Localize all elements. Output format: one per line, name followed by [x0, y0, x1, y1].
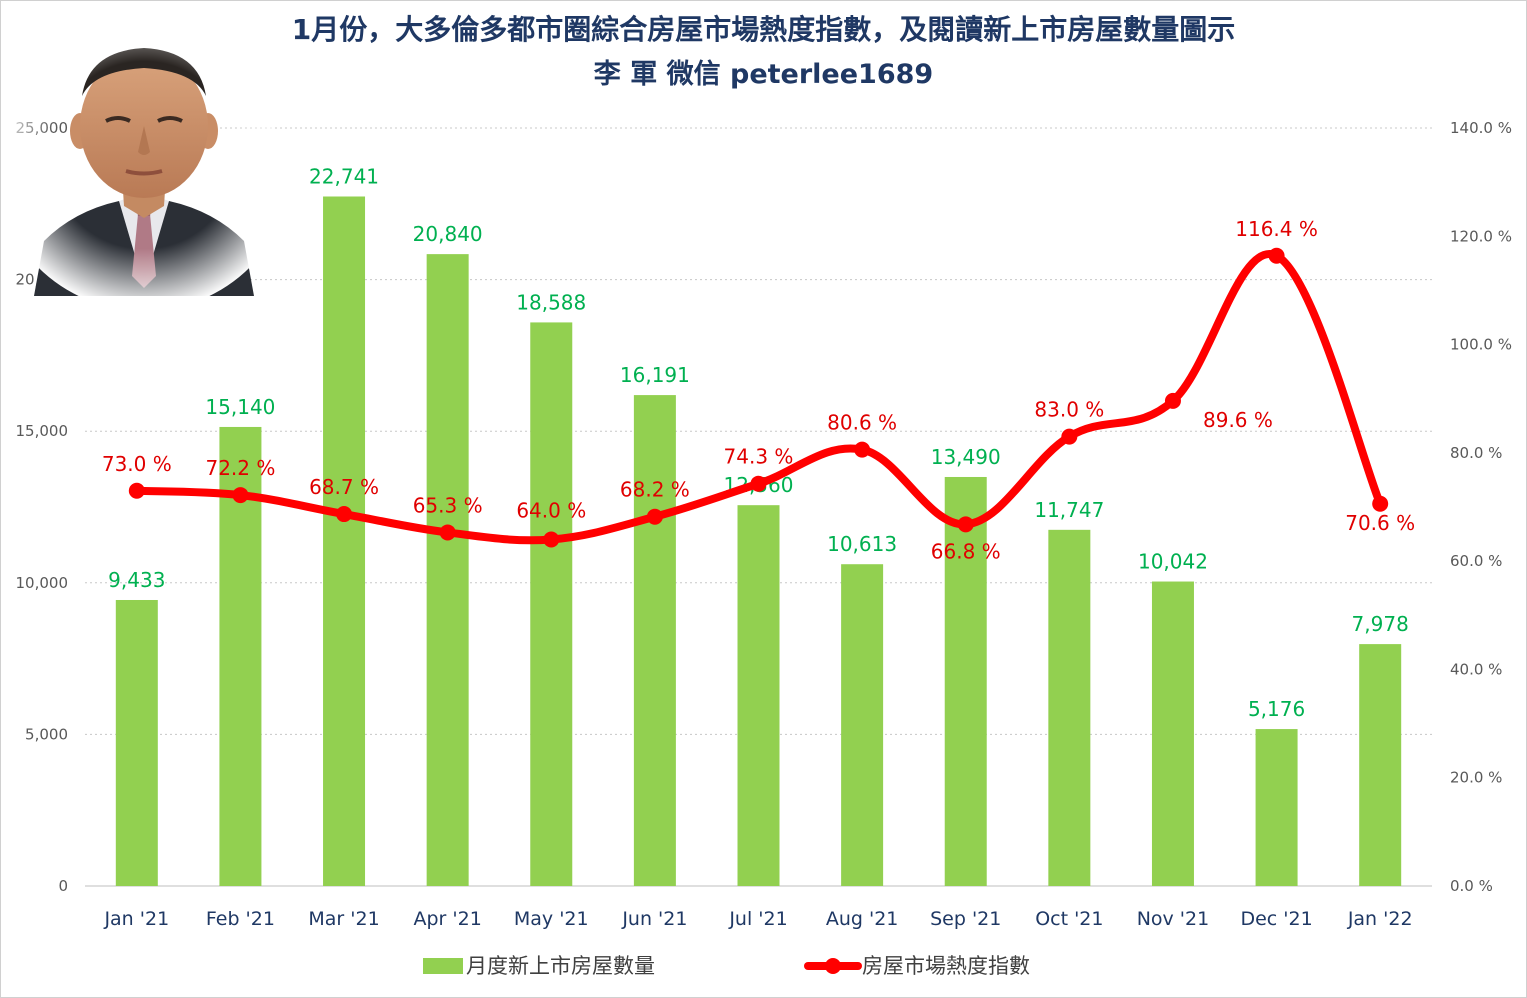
bar-data-label: 22,741: [309, 164, 379, 188]
bar-data-label: 9,433: [108, 568, 165, 592]
bar: [633, 395, 676, 886]
category-tick-label: Oct '21: [1035, 908, 1103, 930]
bar: [219, 426, 262, 886]
line-data-label: 68.7 %: [309, 475, 379, 499]
right-axis: 0.0 % 20.0 % 40.0 % 60.0 % 80.0 % 100.0 % 120.…: [1450, 119, 1512, 895]
line-data-label: 74.3 %: [724, 445, 794, 469]
bar: [530, 322, 573, 886]
line-data-label: 65.3 %: [413, 493, 483, 517]
legend-line-label: 房屋市場熱度指數: [862, 954, 1030, 978]
line-data-label: 116.4 %: [1235, 217, 1318, 241]
line-point: [1268, 247, 1285, 264]
bar: [944, 476, 987, 886]
category-tick-label: Mar '21: [308, 908, 379, 930]
bar-data-label: 20,840: [413, 222, 483, 246]
left-axis-tick-label: 0: [58, 877, 68, 895]
legend-bar-label: 月度新上市房屋數量: [466, 954, 655, 978]
bar: [1151, 581, 1194, 886]
line-data-label: 89.6 %: [1203, 408, 1273, 432]
bar: [426, 254, 469, 886]
bar: [841, 564, 884, 886]
line-point: [1061, 428, 1078, 445]
bar-data-label: 13,490: [931, 445, 1001, 469]
bar: [1359, 644, 1402, 886]
category-tick-label: Sep '21: [930, 908, 1001, 930]
right-axis-tick-label: 60.0 %: [1450, 552, 1502, 570]
line-point: [646, 508, 663, 525]
line-point: [957, 516, 974, 533]
bar-data-label: 18,588: [516, 290, 586, 314]
line-data-label: 68.2 %: [620, 478, 690, 502]
line-data-label: 70.6 %: [1345, 511, 1415, 535]
category-tick-label: Nov '21: [1137, 908, 1210, 930]
bar-data-label: 10,613: [827, 532, 897, 556]
line-point: [1164, 392, 1181, 409]
right-axis-tick-label: 40.0 %: [1450, 660, 1502, 678]
category-tick-label: Feb '21: [206, 908, 275, 930]
category-tick-label: Jan '22: [1347, 908, 1413, 930]
right-axis-tick-label: 80.0 %: [1450, 444, 1502, 462]
right-axis-tick-label: 100.0 %: [1450, 336, 1512, 354]
category-tick-label: Jan '21: [103, 908, 169, 930]
bar: [737, 505, 780, 886]
line-point: [854, 441, 871, 458]
line-labels: 73.0 % 72.2 % 68.7 % 65.3 % 64.0 % 68.2 % 74.3…: [102, 217, 1415, 564]
bar-data-label: 16,191: [620, 363, 690, 387]
line-point: [750, 475, 767, 492]
line-data-label: 73.0 %: [102, 452, 172, 476]
right-axis-tick-label: 20.0 %: [1450, 769, 1502, 787]
bar-data-label: 5,176: [1248, 697, 1305, 721]
line-point: [1372, 495, 1389, 512]
line-data-label: 72.2 %: [205, 456, 275, 480]
line-point: [439, 524, 456, 541]
line-data-label: 66.8 %: [931, 539, 1001, 563]
bar-labels: 9,43315,14022,74120,84018,58816,19112,56…: [108, 164, 1409, 721]
bar-data-label: 10,042: [1138, 550, 1208, 574]
category-tick-label: May '21: [514, 908, 589, 930]
line-data-label: 83.0 %: [1034, 398, 1104, 422]
line-point: [128, 482, 145, 499]
chart-subtitle: 李 軍 微信 peterlee1689: [593, 59, 934, 90]
line-data-label: 64.0 %: [516, 498, 586, 522]
left-axis-tick-label: 10,000: [16, 574, 69, 592]
legend: 月度新上市房屋數量 房屋市場熱度指數: [423, 954, 1030, 978]
category-tick-label: Jun '21: [621, 908, 687, 930]
bar: [1048, 529, 1091, 886]
bar: [115, 599, 158, 886]
category-tick-label: Dec '21: [1240, 908, 1312, 930]
legend-line-marker: [825, 958, 841, 974]
line-series: [128, 247, 1389, 548]
heat-index-line: [132, 250, 1385, 545]
bars: [115, 196, 1402, 887]
bar: [323, 196, 366, 887]
category-axis: Jan '21 Feb '21 Mar '21 Apr '21 May '21 Jun '…: [103, 908, 1412, 930]
author-portrait: [14, 26, 274, 296]
left-axis-tick-label: 5,000: [25, 725, 68, 743]
bar-data-label: 15,140: [205, 395, 275, 419]
right-axis-tick-label: 140.0 %: [1450, 119, 1512, 137]
right-axis-tick-label: 120.0 %: [1450, 227, 1512, 245]
line-point: [336, 506, 353, 523]
line-point: [232, 487, 249, 504]
bar-data-label: 11,747: [1034, 498, 1104, 522]
legend-bar-swatch: [423, 958, 463, 974]
right-axis-tick-label: 0.0 %: [1450, 877, 1493, 895]
line-data-label: 80.6 %: [827, 411, 897, 435]
bar: [1255, 729, 1298, 886]
left-axis-tick-label: 15,000: [16, 422, 69, 440]
category-tick-label: Apr '21: [413, 908, 481, 930]
bar-data-label: 7,978: [1352, 612, 1409, 636]
category-tick-label: Aug '21: [826, 908, 899, 930]
line-point: [543, 531, 560, 548]
chart-title: 1月份，大多倫多都市圈綜合房屋市場熱度指數，及閱讀新上市房屋數量圖示: [291, 13, 1236, 46]
category-tick-label: Jul '21: [728, 908, 787, 930]
